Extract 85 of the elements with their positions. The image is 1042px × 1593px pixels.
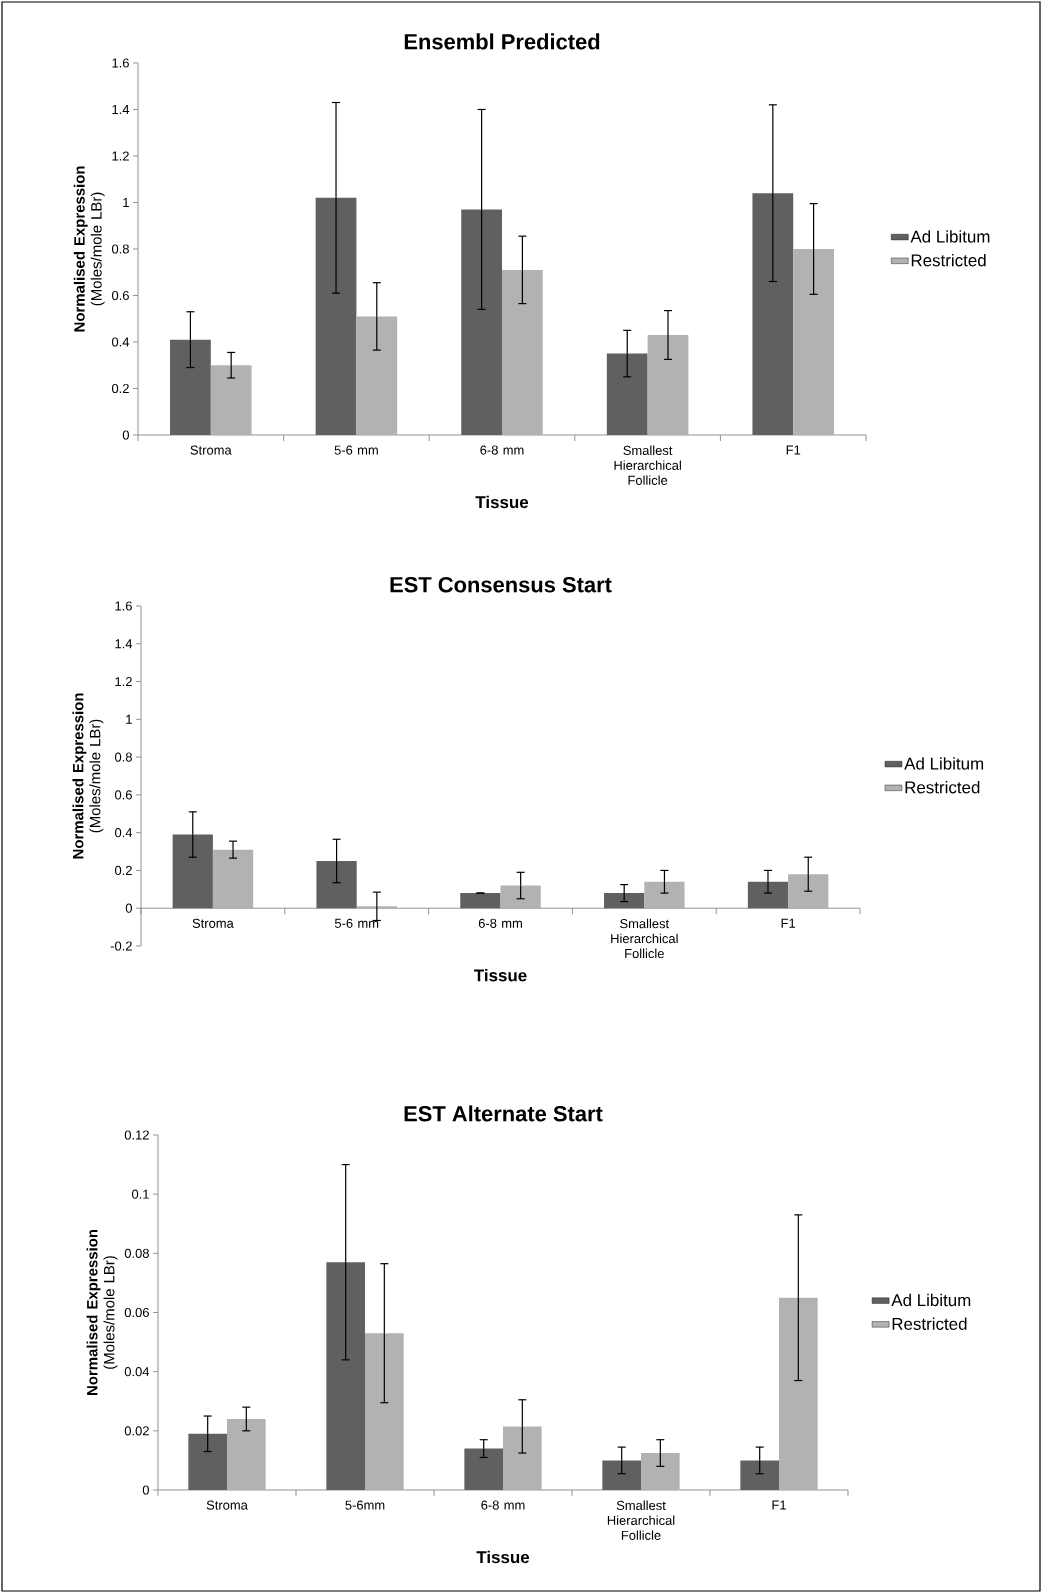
x-tick-label: Stroma [192,918,234,928]
legend-label: Ad Libitum [910,230,990,243]
bar [740,1460,780,1490]
x-tick-label: 6-8 mm [480,445,524,455]
x-tick-label: 5-6 mm [334,445,378,455]
bar [464,1448,504,1490]
y-tick-label: 0.2 [111,383,129,394]
bar [316,860,357,909]
y-tick-label: 1 [126,714,132,724]
y-axis-title: Normalised Expression (Moles/mole LBr) [86,1229,118,1395]
bar [647,334,689,435]
x-axis-title: Tissue [475,495,529,509]
y-tick-label: 0.04 [124,1367,150,1377]
x-tick-label: 5-6 mm [334,918,379,928]
bar [460,893,501,909]
y-tick-label: 0.06 [124,1307,149,1318]
legend-label: Restricted [892,1317,967,1330]
bar [461,209,503,435]
y-tick-label: 0.6 [114,790,132,800]
x-axis-title: Tissue [474,968,527,982]
y-tick-label: 0.1 [131,1189,149,1199]
y-tick-label: 0 [125,903,132,913]
y-tick-label: 1.4 [112,105,130,114]
y-tick-label: 0.8 [111,244,129,254]
x-tick-label: 6-8 mm [478,918,522,928]
y-tick-label: 1.2 [115,677,132,687]
bar [606,353,648,435]
x-axis-title: Tissue [476,1550,530,1564]
bar [227,1418,266,1490]
y-tick-label: -0.2 [110,941,132,951]
bar [502,269,543,435]
y-tick-label: 1.6 [115,601,132,611]
bar [170,339,211,435]
x-tick-label: Smallest Hierarchical Follicle [611,918,678,959]
x-tick-label: Smallest Hierarchical Follicle [607,1500,675,1540]
bar [212,849,254,909]
y-tick-label: 0 [142,1485,149,1495]
chart-title: Ensembl Predicted [404,33,600,50]
x-tick-label: 6-8 mm [481,1500,525,1510]
legend-label: Restricted [905,780,980,794]
bar [793,248,834,435]
x-tick-label: Stroma [206,1500,248,1510]
x-tick-label: 5-6mm [345,1500,385,1510]
y-tick-label: 0.2 [114,865,132,876]
y-tick-label: 1.2 [112,151,129,161]
legend-label: Ad Libitum [904,757,984,770]
legend-label: Ad Libitum [891,1293,971,1307]
bar [500,885,541,909]
x-tick-label: Smallest Hierarchical Follicle [614,445,681,485]
bar [503,1426,542,1490]
y-tick-label: 1.4 [115,639,133,649]
bar [315,197,357,435]
y-tick-label: 1.6 [112,58,129,68]
x-tick-label: F1 [781,918,796,928]
bar [788,874,829,909]
bar [602,1460,642,1490]
bar [188,1433,227,1490]
y-tick-label: 0.6 [111,290,129,301]
legend-label: Restricted [911,253,986,267]
y-tick-label: 0.08 [124,1248,149,1258]
x-tick-label: F1 [786,445,801,455]
bar [326,1262,365,1490]
y-axis-title: Normalised Expression (Moles/mole LBr) [73,166,105,332]
y-axis-title: Normalised Expression (Moles/mole LBr) [72,693,104,859]
bar [172,834,213,909]
bar [644,881,685,909]
x-tick-label: F1 [772,1500,786,1510]
bar [779,1297,818,1490]
y-tick-label: 0.02 [124,1426,149,1436]
y-tick-label: 0.8 [114,752,132,762]
bar [356,316,398,435]
bar [365,1333,404,1490]
x-tick-label: Stroma [190,445,232,455]
bar [604,893,645,909]
y-tick-label: 0.12 [124,1130,149,1140]
chart-title: EST Alternate Start [404,1105,603,1122]
y-tick-label: 0.4 [111,337,130,347]
bar [641,1453,680,1490]
y-tick-label: 0.4 [114,828,133,838]
bar [747,881,789,909]
bar [210,365,252,435]
chart-title: EST Consensus Start [390,576,612,593]
bar [752,193,794,435]
y-tick-label: 0 [122,430,129,440]
y-tick-label: 1 [123,198,129,207]
